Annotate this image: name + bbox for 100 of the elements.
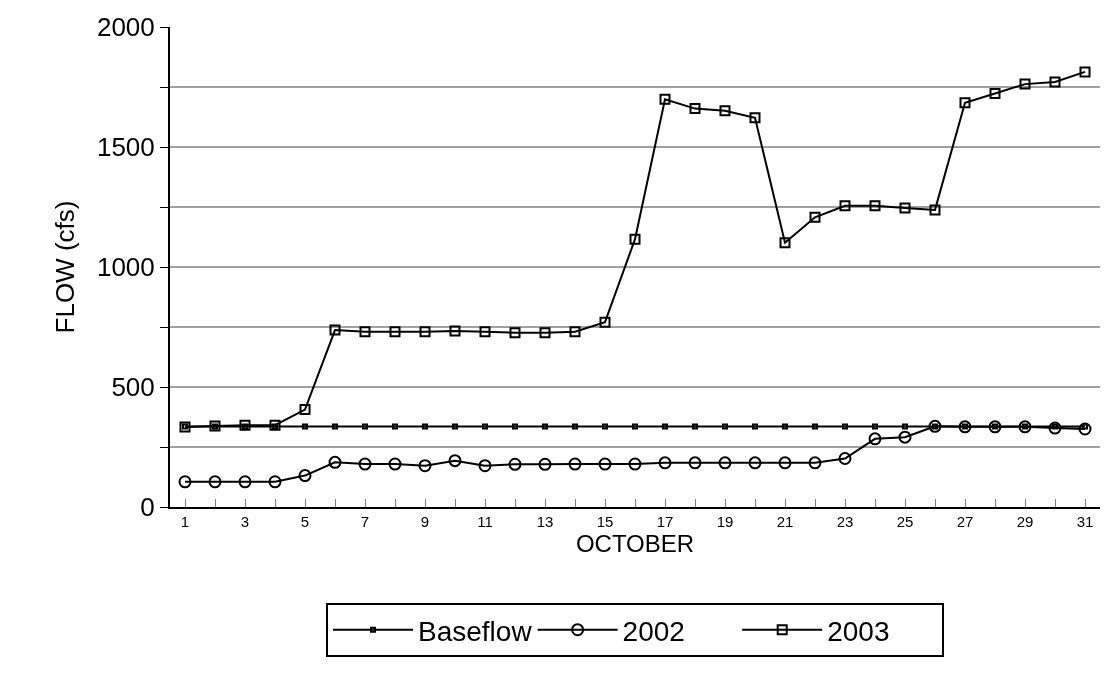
point xyxy=(449,325,461,337)
legend-label: Baseflow xyxy=(418,615,533,647)
point xyxy=(329,324,341,336)
point xyxy=(572,423,578,430)
point xyxy=(418,459,432,473)
x-tick-label: 3 xyxy=(240,513,250,530)
point xyxy=(239,419,251,431)
point xyxy=(752,423,758,430)
point xyxy=(508,457,522,471)
point xyxy=(389,326,401,338)
y-tick-label: 1000 xyxy=(96,252,155,283)
point xyxy=(779,237,791,249)
point xyxy=(718,456,732,470)
point xyxy=(538,457,552,471)
point xyxy=(332,423,338,430)
point xyxy=(298,469,312,483)
point xyxy=(208,475,222,489)
point xyxy=(869,200,881,212)
point xyxy=(958,420,972,434)
point xyxy=(362,423,368,430)
point xyxy=(688,456,702,470)
point xyxy=(299,404,311,416)
x-tick-label: 15 xyxy=(596,513,614,530)
point xyxy=(358,457,372,471)
legend-label: 2003 xyxy=(827,615,890,647)
point xyxy=(512,423,518,430)
point xyxy=(722,423,728,430)
x-tick-label: 23 xyxy=(836,513,854,530)
point xyxy=(689,103,701,115)
point xyxy=(659,93,671,105)
point xyxy=(448,454,462,468)
y-tick-label: 1500 xyxy=(96,132,155,163)
point xyxy=(782,423,788,430)
point xyxy=(359,326,371,338)
point xyxy=(629,233,641,245)
point xyxy=(838,452,852,466)
point xyxy=(388,457,402,471)
x-tick-label: 9 xyxy=(420,513,430,530)
x-tick-label: 5 xyxy=(300,513,310,530)
point xyxy=(419,326,431,338)
x-tick-label: 27 xyxy=(956,513,974,530)
point xyxy=(1078,422,1092,436)
y-tick-label: 2000 xyxy=(96,12,155,43)
point xyxy=(662,423,668,430)
point xyxy=(658,456,672,470)
point xyxy=(238,475,252,489)
y-tick-label: 0 xyxy=(140,492,155,523)
point xyxy=(568,457,582,471)
x-tick-label: 17 xyxy=(656,513,674,530)
y-tick-label: 500 xyxy=(111,372,155,403)
point xyxy=(808,456,822,470)
x-tick-label: 29 xyxy=(1016,513,1034,530)
point xyxy=(989,87,1001,99)
y-axis-title: FLOW (cfs) xyxy=(49,200,80,334)
point xyxy=(929,204,941,216)
x-tick-label: 11 xyxy=(477,513,493,530)
point xyxy=(302,423,308,430)
point xyxy=(628,457,642,471)
point xyxy=(842,423,848,430)
point xyxy=(749,112,761,124)
point xyxy=(719,105,731,117)
point xyxy=(839,200,851,212)
point xyxy=(478,459,492,473)
point xyxy=(988,420,1002,434)
point xyxy=(902,423,908,430)
point xyxy=(392,423,398,430)
point xyxy=(452,423,458,430)
x-tick-label: 31 xyxy=(1076,513,1094,530)
point xyxy=(868,432,882,446)
point xyxy=(542,423,548,430)
point xyxy=(928,419,942,433)
point xyxy=(178,475,192,489)
x-axis-title: OCTOBER xyxy=(575,530,695,557)
point xyxy=(898,430,912,444)
point xyxy=(539,327,551,339)
legend-label: 2002 xyxy=(622,615,685,647)
point xyxy=(1019,78,1031,90)
point xyxy=(1049,76,1061,88)
point xyxy=(509,327,521,339)
x-tick-label: 21 xyxy=(776,513,794,530)
x-tick-label: 7 xyxy=(360,513,370,530)
point xyxy=(872,423,878,430)
x-tick-label: 25 xyxy=(896,513,914,530)
point xyxy=(812,423,818,430)
point xyxy=(422,423,428,430)
x-tick-label: 19 xyxy=(716,513,734,530)
point xyxy=(328,455,342,469)
point xyxy=(809,211,821,223)
point xyxy=(959,97,971,109)
point xyxy=(1018,420,1032,434)
point xyxy=(778,456,792,470)
point xyxy=(479,326,491,338)
point xyxy=(269,419,281,431)
point xyxy=(632,423,638,430)
x-tick-label: 13 xyxy=(536,513,554,530)
point xyxy=(598,457,612,471)
point xyxy=(899,202,911,214)
point xyxy=(748,456,762,470)
point xyxy=(602,423,608,430)
point xyxy=(692,423,698,430)
